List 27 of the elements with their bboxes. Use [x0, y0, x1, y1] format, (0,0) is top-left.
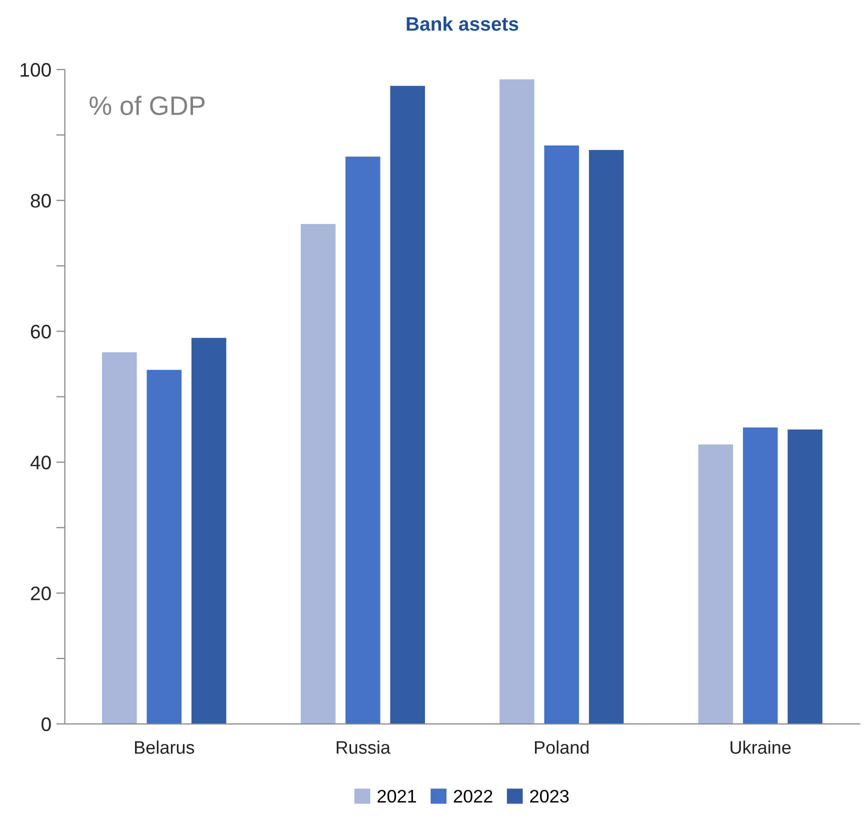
- y-tick-label: 80: [30, 194, 51, 208]
- x-tick-label: Poland: [534, 740, 589, 754]
- y-tick-label: 60: [30, 324, 51, 339]
- bar: [788, 429, 822, 724]
- bar: [588, 150, 624, 724]
- bar: [544, 145, 579, 724]
- x-tick-label: Belarus: [135, 740, 194, 754]
- y-tick-label: 100: [20, 63, 51, 77]
- y-tick-label: 0: [42, 717, 51, 732]
- legend-label: 2021: [378, 790, 416, 803]
- x-tick-label: Russia: [336, 740, 390, 754]
- bar: [390, 86, 425, 724]
- bar: [742, 427, 778, 724]
- legend-label: 2022: [454, 790, 492, 803]
- bar: [191, 338, 226, 724]
- bar: [102, 352, 137, 724]
- bar: [345, 156, 380, 724]
- y-tick-label: 20: [30, 586, 51, 600]
- annotation: % of GDP: [90, 96, 205, 116]
- bar: [500, 79, 534, 724]
- bar: [698, 444, 733, 724]
- x-tick-label: Ukraine: [730, 740, 791, 754]
- legend-label: 2023: [530, 790, 569, 803]
- chart-title: Bank assets: [406, 16, 518, 31]
- bar: [146, 370, 182, 724]
- y-tick-label: 40: [30, 456, 51, 470]
- bar: [300, 224, 336, 724]
